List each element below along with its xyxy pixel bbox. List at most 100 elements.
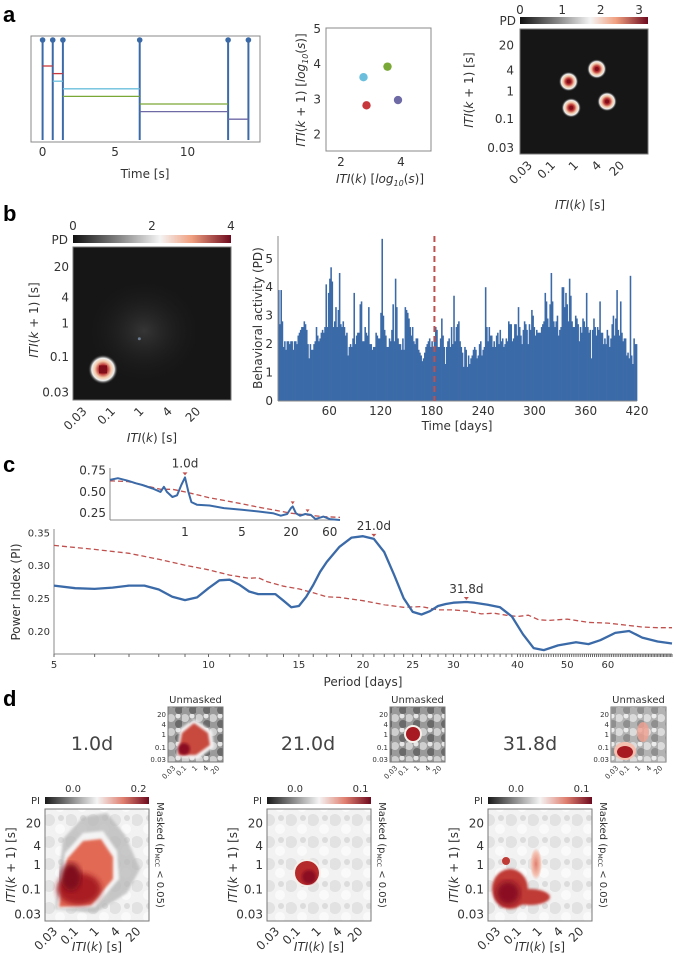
activity-bar (369, 344, 371, 401)
y-tick-label: 0 (265, 394, 273, 408)
activity-bar (590, 358, 593, 401)
activity-bar (340, 324, 342, 401)
activity-bar (540, 327, 543, 401)
activity-bar (626, 355, 628, 401)
event-timeline-plot: 0 5 10 Time [s] (30, 35, 261, 181)
x-tick-label: 4 (644, 764, 653, 773)
activity-bar (450, 327, 453, 401)
activity-bar (441, 318, 443, 401)
masked-peak (502, 857, 510, 865)
masked-peak (61, 863, 81, 891)
activity-bar (377, 338, 380, 401)
y-tick-label: 4 (605, 721, 610, 729)
y-tick-label: 0.03 (593, 756, 609, 764)
colorbar (45, 797, 149, 804)
y-tick-label: 0.50 (79, 485, 106, 499)
activity-bar (561, 287, 564, 401)
x-tick-label: 300 (523, 404, 546, 418)
y-tick-label: 0.1 (155, 744, 166, 752)
colorbar-tick-label: 1 (558, 3, 566, 17)
activity-bar (574, 315, 577, 401)
activity-bar (302, 327, 304, 401)
y-axis-label: ITI(k + 1) [log10(s)] (294, 33, 310, 146)
activity-bar (410, 335, 413, 401)
activity-bar (402, 338, 404, 401)
activity-bar (343, 327, 346, 401)
activity-bar (623, 338, 626, 401)
x-axis-label: ITI(k) [s] (294, 940, 344, 954)
activity-bar (380, 312, 382, 401)
density-peak-core (566, 79, 571, 84)
activity-bar (596, 327, 599, 401)
activity-bar (609, 346, 611, 401)
period-label: 21.0d (281, 733, 335, 755)
activity-bar (352, 338, 354, 401)
activity-bar (619, 301, 622, 401)
activity-bar (330, 267, 332, 401)
x-tick-label: 1 (309, 924, 324, 939)
activity-bar (563, 307, 566, 401)
activity-bar (538, 332, 540, 401)
x-tick-label: 20 (183, 404, 204, 425)
activity-bar (492, 346, 494, 401)
activity-bar (528, 324, 531, 401)
x-axis-label: ITI(k) [s] (555, 198, 605, 212)
activity-bar (587, 327, 589, 401)
colorbar-label: PI (253, 796, 262, 807)
y-tick-label: 0.03 (372, 756, 388, 764)
activity-bar (632, 364, 634, 401)
activity-bar (282, 346, 285, 401)
x-tick-label: 60 (602, 660, 615, 671)
x-tick-label: 5 (51, 660, 57, 671)
activity-bar (509, 324, 511, 401)
activity-bar (292, 349, 295, 401)
activity-bar (576, 318, 578, 401)
activity-bar (371, 349, 374, 401)
activity-bar (416, 338, 419, 401)
y-tick-label: 5 (313, 22, 321, 36)
y-tick-label: 0.35 (28, 528, 50, 539)
x-tick-label: 0.03 (506, 158, 535, 187)
activity-bar (480, 341, 482, 401)
x-tick-label: 240 (472, 404, 495, 418)
x-tick-label: 20 (345, 924, 366, 945)
colorbar-tick-label: 0 (516, 3, 524, 17)
density-dot (137, 337, 141, 341)
activity-bar (622, 341, 624, 401)
activity-bar (495, 335, 498, 401)
activity-bar (422, 358, 425, 401)
scatter-point (383, 62, 392, 71)
colorbar-label: PD (500, 14, 516, 28)
activity-bar (338, 272, 341, 401)
y-tick-label: 0.75 (79, 464, 106, 478)
activity-bar (467, 355, 470, 401)
activity-bar (610, 338, 612, 401)
activity-bar (341, 327, 343, 401)
activity-bar (442, 335, 444, 401)
activity-bar (577, 324, 579, 401)
activity-bar (436, 329, 438, 401)
colorbar-tick-label: 4 (227, 219, 235, 233)
activity-bar (421, 361, 424, 401)
activity-bar (404, 307, 407, 401)
masked-peak-core (302, 870, 316, 884)
masked-region (530, 848, 542, 880)
y-tick-label: 4 (33, 839, 41, 853)
activity-bar (361, 341, 364, 401)
activity-bar (570, 295, 572, 401)
masked-side-label: Masked (pMCC < 0.05) (153, 802, 165, 908)
x-tick-label: 0.03 (61, 404, 90, 433)
activity-bar (392, 304, 394, 401)
x-tick-label: 120 (369, 404, 392, 418)
colorbar-tick-label: 0.0 (287, 784, 303, 795)
activity-bar (398, 344, 401, 401)
x-tick-label: 180 (420, 404, 443, 418)
activity-bar (426, 344, 429, 401)
activity-bar (505, 338, 508, 401)
peak-marker (290, 501, 295, 505)
activity-bar (545, 301, 548, 401)
scatter-point (393, 95, 403, 105)
